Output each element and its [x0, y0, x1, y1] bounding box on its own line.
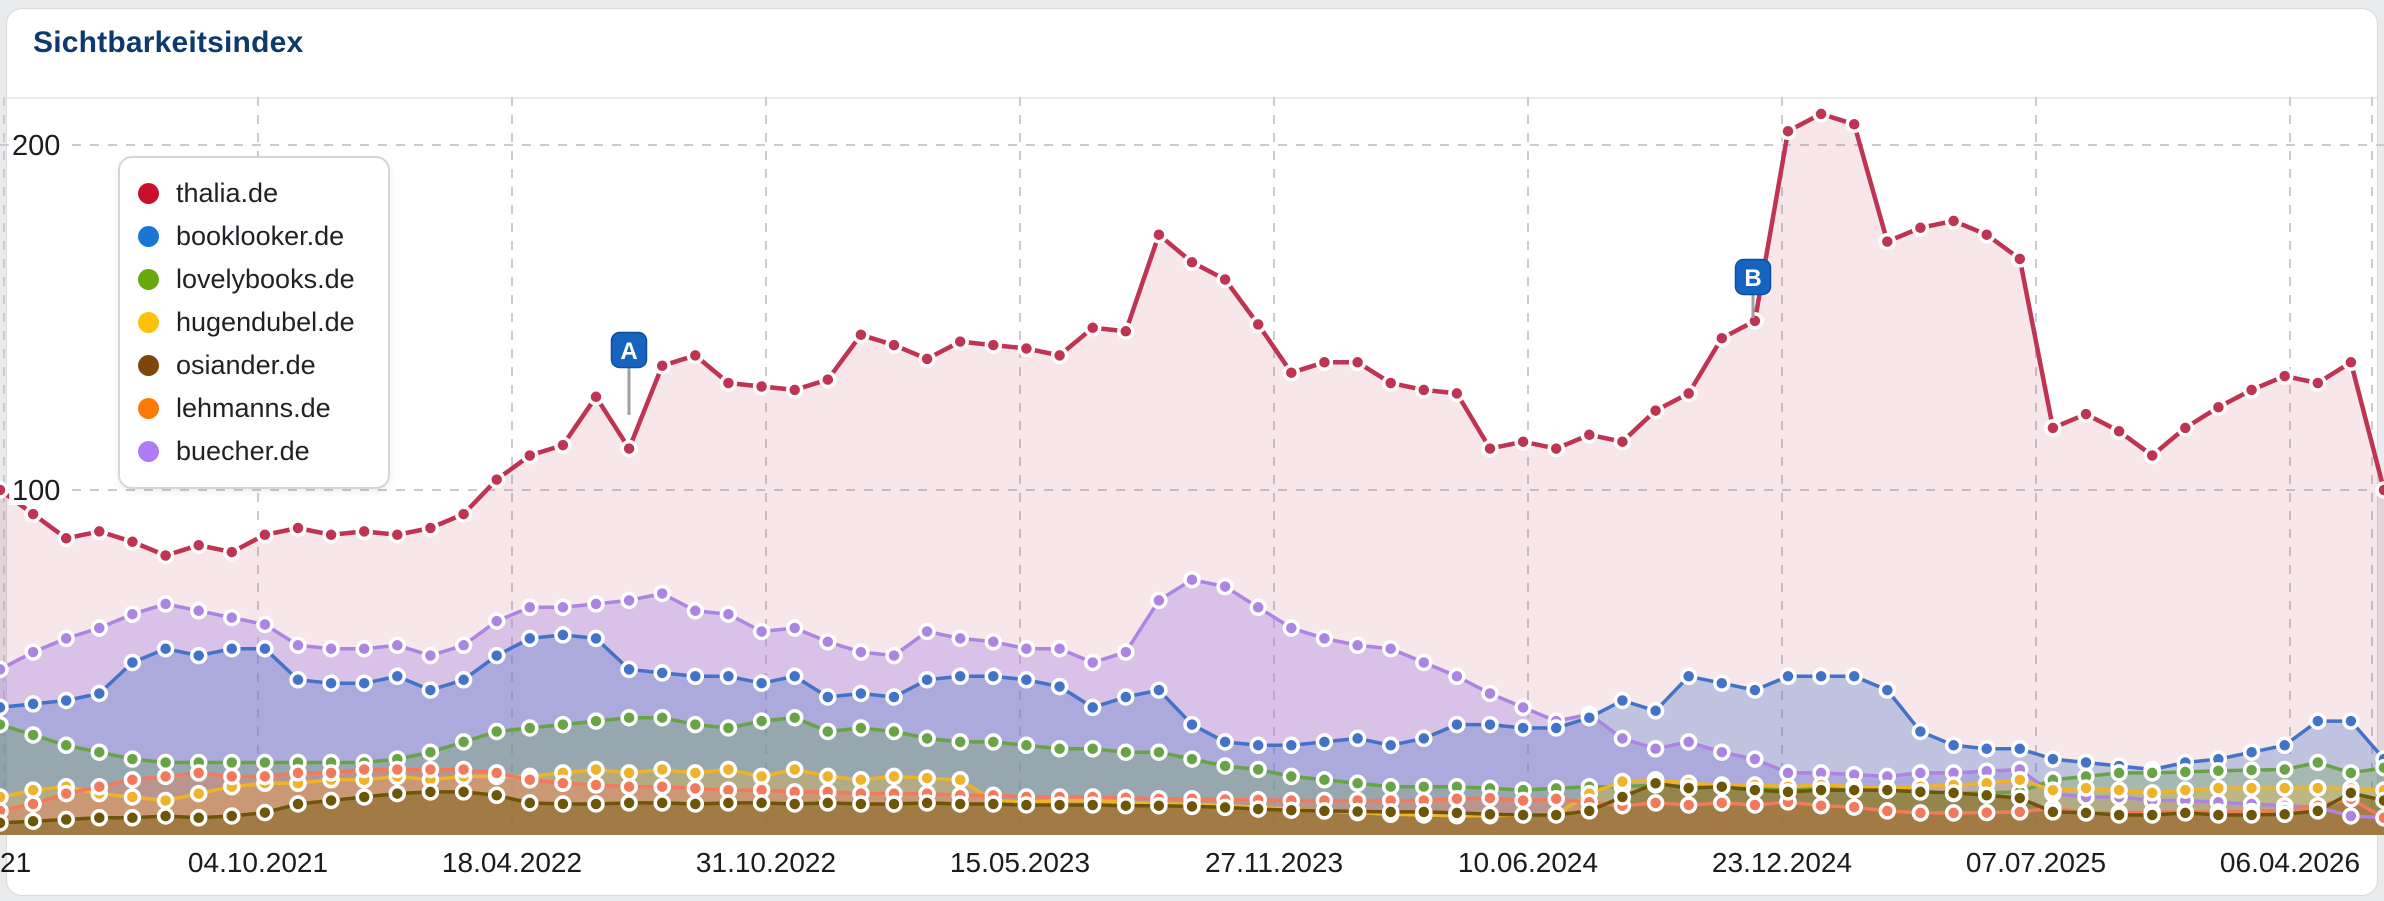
x-tick-label: 23.12.2024	[1712, 847, 1852, 878]
legend-color-dot-hugendubel-de	[138, 312, 159, 333]
legend-label: booklooker.de	[176, 221, 345, 251]
x-tick-label: 15.05.2023	[950, 847, 1090, 878]
series-area-thalia-de	[0, 113, 2384, 835]
y-tick-label-200: 200	[12, 130, 60, 162]
x-tick-label: 27.11.2023	[1205, 847, 1343, 878]
event-marker-label: A	[620, 338, 637, 365]
series-points-thalia-de[interactable]	[0, 105, 2384, 565]
x-tick-label: 21	[0, 847, 31, 878]
x-tick-label: 04.10.2021	[188, 847, 328, 878]
legend-color-dot-osiander-de	[138, 355, 159, 376]
legend-item-lovelybooks-de[interactable]: lovelybooks.de	[138, 258, 376, 301]
x-tick-label: 10.06.2024	[1458, 847, 1598, 878]
legend-label: thalia.de	[176, 178, 279, 208]
x-tick-label: 06.04.2026	[2220, 847, 2360, 878]
legend-item-lehmanns-de[interactable]: lehmanns.de	[138, 387, 376, 430]
legend-label: lovelybooks.de	[176, 264, 355, 294]
legend-item-buecher-de[interactable]: buecher.de	[138, 430, 376, 473]
legend-color-dot-buecher-de	[138, 441, 159, 462]
legend-item-osiander-de[interactable]: osiander.de	[138, 344, 376, 387]
page-title: Sichtbarkeitsindex	[33, 26, 304, 59]
event-marker-A[interactable]: A	[610, 331, 648, 416]
legend-item-booklooker-de[interactable]: booklooker.de	[138, 215, 376, 258]
chart-legend: thalia.de booklooker.de lovelybooks.de huge…	[118, 156, 390, 489]
legend-label: osiander.de	[176, 350, 316, 380]
x-tick-label: 31.10.2022	[696, 847, 836, 878]
legend-item-hugendubel-de[interactable]: hugendubel.de	[138, 301, 376, 344]
series-points-osiander-de[interactable]	[0, 774, 2384, 832]
legend-label: buecher.de	[176, 436, 310, 466]
legend-item-thalia-de[interactable]: thalia.de	[138, 172, 376, 215]
header-divider	[7, 97, 2377, 99]
legend-color-dot-lovelybooks-de	[138, 269, 159, 290]
event-marker-B[interactable]: B	[1734, 258, 1772, 319]
legend-label: lehmanns.de	[176, 393, 331, 423]
legend-label: hugendubel.de	[176, 307, 355, 337]
y-tick-label-100: 100	[12, 475, 60, 507]
event-marker-badge[interactable]	[610, 331, 648, 369]
x-tick-label: 18.04.2022	[442, 847, 582, 878]
x-tick-label: 07.07.2025	[1966, 847, 2106, 878]
event-marker-badge[interactable]	[1734, 258, 1772, 296]
legend-color-dot-thalia-de	[138, 183, 159, 204]
legend-color-dot-lehmanns-de	[138, 398, 159, 419]
legend-color-dot-booklooker-de	[138, 226, 159, 247]
event-marker-label: B	[1744, 265, 1761, 292]
